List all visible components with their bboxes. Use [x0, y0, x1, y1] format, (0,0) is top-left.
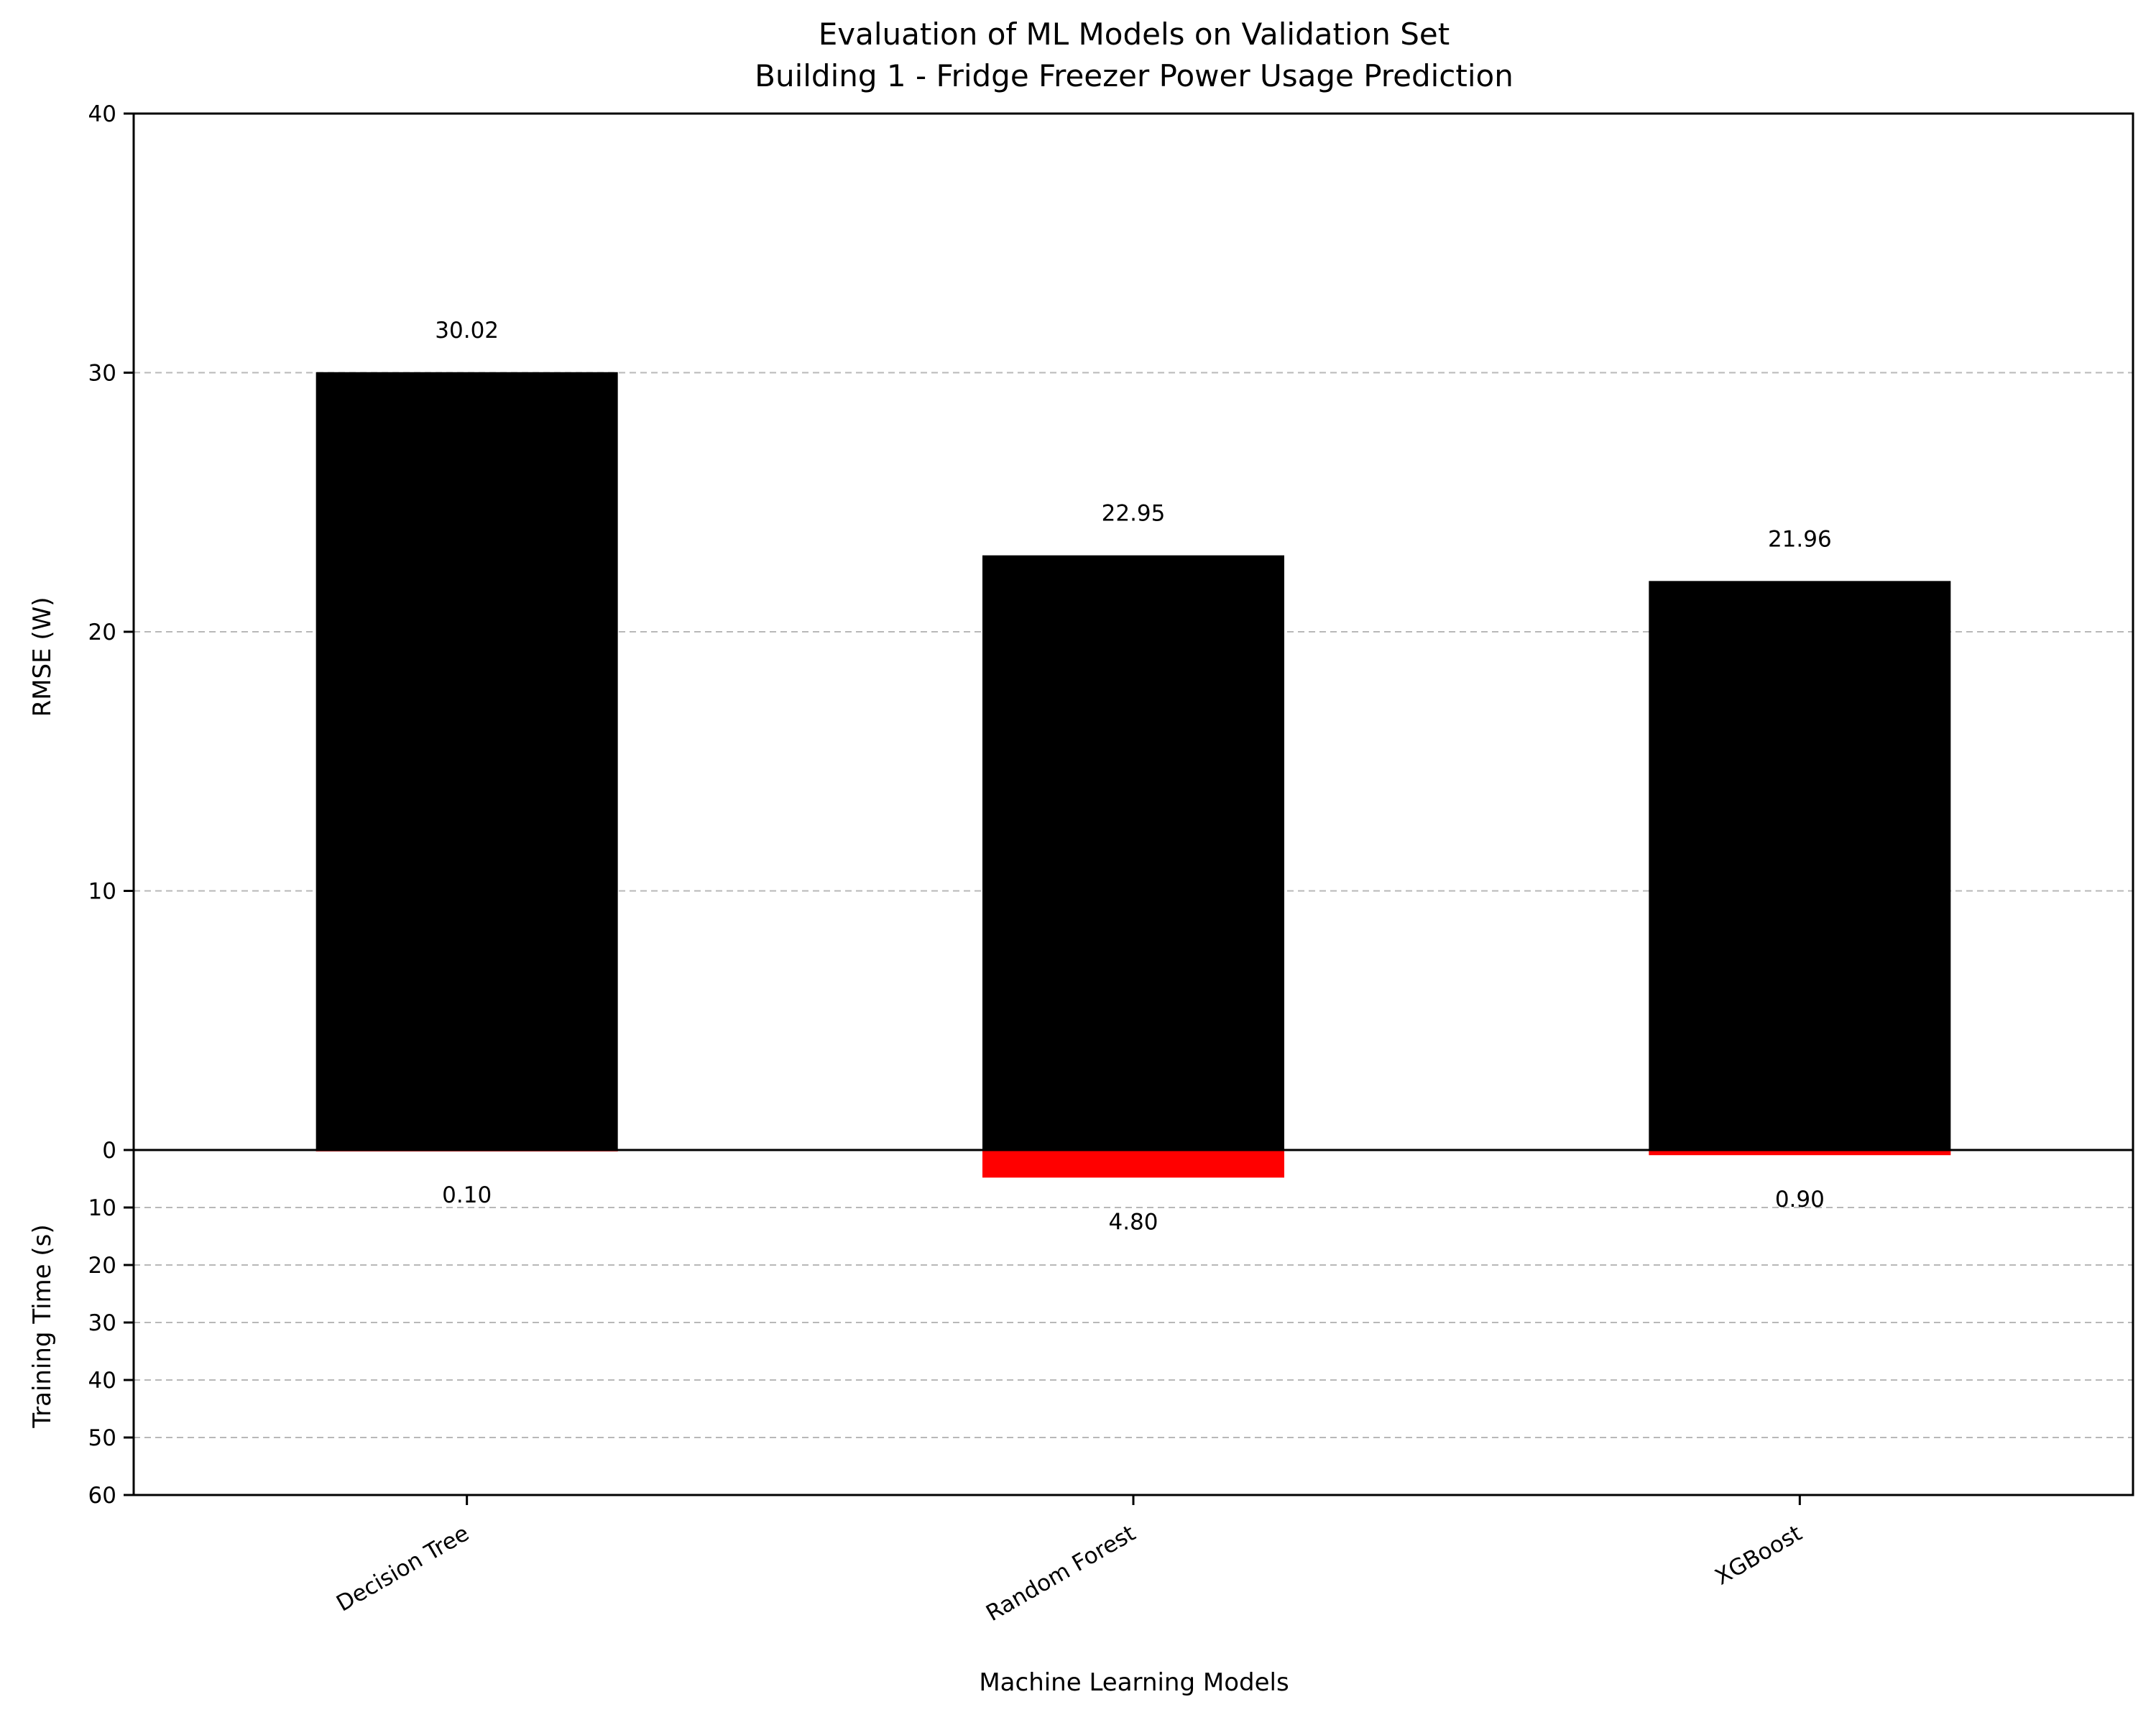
- rmse-value-label: 21.96: [1768, 526, 1832, 552]
- training-time-value-label: 0.10: [442, 1182, 492, 1208]
- y-tick-label-rmse: 40: [88, 101, 116, 127]
- data-labels: 30.02 0.10 22.95 4.80 21.96 0.90: [435, 318, 1831, 1236]
- rmse-bar: [315, 372, 618, 1150]
- y-tick-label-rmse: 20: [88, 620, 116, 645]
- y-tick-label-rmse: 0: [102, 1138, 116, 1164]
- y-tick-label-training-time: 10: [88, 1195, 116, 1221]
- training-time-value-label: 4.80: [1108, 1209, 1158, 1235]
- y-tick-label-training-time: 60: [88, 1483, 116, 1509]
- chart-subtitle: Building 1 - Fridge Freezer Power Usage …: [755, 58, 1514, 93]
- y-tick-label-rmse: 10: [88, 879, 116, 905]
- training-time-bar: [1649, 1150, 1951, 1156]
- bars: [315, 372, 1951, 1178]
- y-tick-label-rmse: 30: [88, 361, 116, 387]
- chart-title: Evaluation of ML Models on Validation Se…: [819, 17, 1450, 52]
- y-tick-label-training-time: 30: [88, 1310, 116, 1336]
- rmse-bar: [982, 555, 1284, 1150]
- y-axis-label-rmse: RMSE (W): [28, 597, 57, 717]
- rmse-value-label: 30.02: [435, 318, 499, 344]
- y-tick-label-training-time: 50: [88, 1425, 116, 1451]
- rmse-bar: [1649, 581, 1951, 1150]
- training-time-bar: [982, 1150, 1284, 1178]
- y-tick-label-training-time: 20: [88, 1253, 116, 1279]
- y-axis-label-training-time: Training Time (s): [28, 1224, 57, 1428]
- x-axis-label: Machine Learning Models: [979, 1668, 1289, 1697]
- rmse-value-label: 22.95: [1102, 501, 1166, 527]
- y-tick-label-training-time: 40: [88, 1368, 116, 1394]
- training-time-value-label: 0.90: [1775, 1187, 1825, 1213]
